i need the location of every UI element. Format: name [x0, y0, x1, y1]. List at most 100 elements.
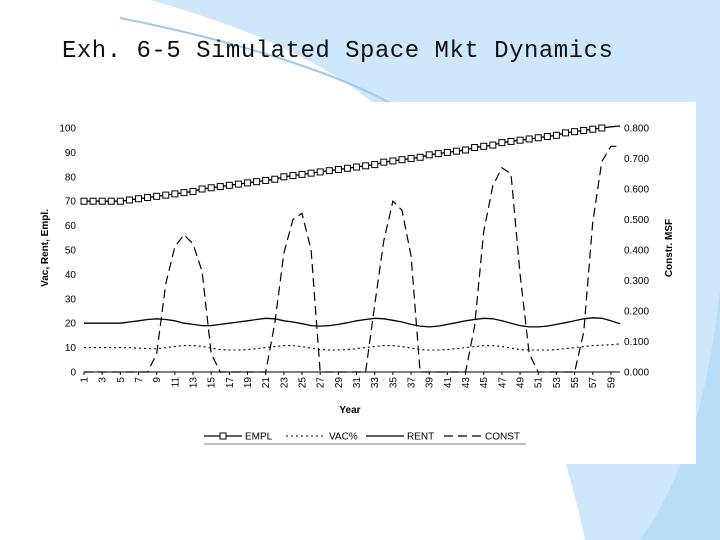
y-tick-label: 40	[65, 270, 77, 281]
y2-tick-label: 0.500	[624, 215, 649, 226]
empl-point	[216, 183, 224, 191]
empl-point	[498, 139, 506, 147]
x-tick-label: 49	[516, 377, 527, 389]
x-tick-label: 27	[316, 377, 327, 389]
empl-point	[389, 157, 397, 165]
y2-tick-label: 0.100	[624, 337, 649, 348]
empl-point	[580, 126, 588, 134]
y-tick-label: 20	[65, 319, 77, 330]
x-tick-label: 43	[461, 377, 472, 389]
y-axis-label: Vac, Rent, Empl.	[40, 209, 51, 287]
x-tick-label: 23	[279, 377, 290, 389]
empl-point	[552, 131, 560, 139]
empl-point	[289, 172, 297, 180]
empl-point	[525, 135, 533, 143]
legend: EMPL VAC% RENT CONST	[204, 432, 526, 445]
y-tick-label: 10	[65, 343, 77, 354]
empl-point	[244, 179, 252, 187]
empl-point	[371, 161, 379, 169]
empl-point	[380, 158, 388, 166]
empl-point	[334, 165, 342, 173]
y2-tick-label: 0.800	[624, 124, 649, 135]
empl-point	[89, 197, 97, 205]
x-tick-label: 39	[425, 377, 436, 389]
series-vac-line	[84, 343, 621, 351]
y2-tick-label: 0.600	[624, 185, 649, 196]
x-tick-label: 47	[497, 377, 508, 389]
y-tick-label: 100	[59, 124, 76, 135]
empl-point	[180, 189, 188, 197]
empl-point	[362, 162, 370, 170]
empl-point	[398, 156, 406, 164]
empl-point	[407, 155, 415, 162]
y-tick-label: 80	[65, 172, 77, 183]
x-tick-label: 13	[189, 377, 200, 389]
x-tick-label: 59	[606, 377, 617, 389]
empl-point	[253, 178, 261, 186]
empl-point	[107, 197, 115, 205]
empl-point	[325, 167, 333, 175]
empl-point	[189, 187, 197, 195]
x-tick-label: 19	[243, 377, 254, 389]
y2-tick-label: 0.200	[624, 307, 649, 318]
y2-tick-label: 0.700	[624, 154, 649, 165]
legend-label: RENT	[407, 432, 434, 443]
empl-point	[571, 128, 579, 136]
series-const-line	[84, 145, 620, 373]
right-axis-ticks: 0.000 0.100 0.200 0.300 0.400 0.500 0.600 0.700…	[624, 124, 649, 379]
empl-point	[162, 191, 170, 199]
x-tick-label: 41	[443, 377, 454, 389]
y-tick-label: 0	[70, 368, 76, 379]
y-tick-label: 60	[65, 221, 77, 232]
x-axis-ticks: 1 3 5 7 9 11 13 15 17 19 21 23 25 27 29 31 33 35 37 39 41 43 4…	[80, 372, 617, 389]
empl-point	[207, 184, 215, 192]
left-axis-ticks: 0 10 20 30 40 50 60 70 80 90 100	[59, 124, 76, 379]
empl-point	[98, 197, 106, 205]
empl-point	[561, 129, 569, 137]
title-accent-line	[119, 17, 393, 105]
empl-point	[598, 124, 606, 132]
x-tick-label: 29	[334, 377, 345, 389]
y-tick-label: 50	[65, 246, 77, 257]
x-tick-label: 55	[570, 377, 581, 389]
empl-point	[507, 137, 515, 145]
x-tick-label: 7	[134, 377, 145, 383]
empl-point	[280, 173, 288, 181]
empl-point	[462, 146, 470, 154]
empl-point	[589, 125, 597, 133]
legend-label: CONST	[485, 432, 520, 443]
empl-point	[198, 185, 206, 193]
x-tick-label: 21	[261, 377, 272, 389]
empl-point	[144, 194, 152, 202]
empl-point	[125, 196, 133, 204]
empl-point	[135, 195, 143, 203]
empl-point	[80, 197, 88, 205]
legend-label: VAC%	[329, 432, 358, 443]
empl-point	[543, 133, 551, 141]
x-tick-label: 57	[588, 377, 599, 389]
x-tick-label: 5	[116, 377, 127, 383]
x-tick-label: 53	[552, 377, 563, 389]
x-tick-label: 3	[98, 377, 109, 383]
empl-point	[434, 150, 442, 158]
slide-title: Exh. 6-5 Simulated Space Mkt Dynamics	[62, 38, 614, 65]
empl-point	[271, 175, 279, 183]
legend-label: EMPL	[245, 432, 273, 443]
empl-point	[489, 141, 497, 149]
x-tick-label: 51	[534, 377, 545, 389]
empl-point	[316, 168, 324, 176]
x-tick-label: 9	[152, 377, 163, 383]
x-tick-label: 11	[170, 377, 181, 388]
empl-point	[516, 136, 524, 144]
empl-point	[443, 148, 451, 156]
series-layer	[80, 124, 621, 373]
empl-point	[116, 197, 124, 205]
empl-point	[452, 147, 460, 155]
empl-point	[307, 169, 315, 177]
y-tick-label: 30	[65, 294, 77, 305]
x-tick-label: 37	[407, 377, 418, 389]
x-tick-label: 1	[80, 377, 91, 383]
y-tick-label: 70	[65, 197, 77, 208]
x-tick-label: 45	[479, 377, 490, 389]
